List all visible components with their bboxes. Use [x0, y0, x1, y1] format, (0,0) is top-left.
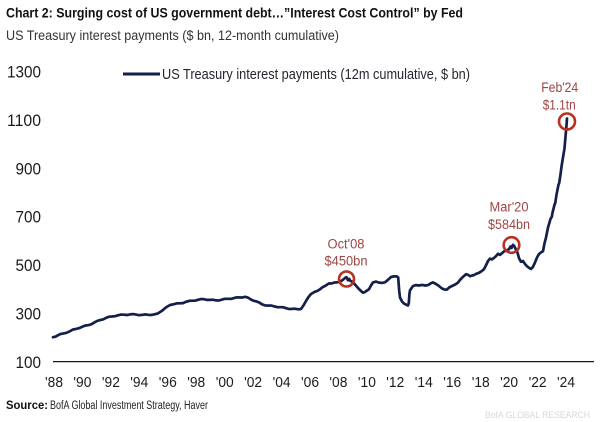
svg-text:BofA Global Investment Strateg: BofA Global Investment Strategy, Haver: [50, 400, 208, 412]
svg-text:'12: '12: [386, 375, 404, 391]
svg-text:700: 700: [16, 209, 42, 227]
svg-text:Oct'08: Oct'08: [328, 237, 365, 252]
svg-text:'02: '02: [244, 375, 262, 391]
svg-text:'20: '20: [500, 375, 518, 391]
svg-text:'06: '06: [301, 375, 319, 391]
svg-text:'98: '98: [187, 375, 205, 391]
svg-text:BofA GLOBAL RESEARCH: BofA GLOBAL RESEARCH: [485, 410, 590, 421]
svg-text:US Treasury interest payments: US Treasury interest payments ($ bn, 12-…: [6, 28, 339, 43]
svg-text:Feb'24: Feb'24: [541, 80, 578, 95]
svg-text:'04: '04: [273, 375, 291, 391]
svg-text:Source:: Source:: [6, 400, 48, 412]
svg-text:'92: '92: [102, 375, 120, 391]
svg-text:'96: '96: [159, 375, 177, 391]
svg-text:900: 900: [16, 160, 42, 178]
svg-text:'14: '14: [415, 375, 433, 391]
svg-text:$450bn: $450bn: [325, 254, 368, 269]
svg-text:'88: '88: [45, 375, 63, 391]
svg-text:Mar'20: Mar'20: [490, 200, 529, 215]
svg-text:$584bn: $584bn: [488, 217, 530, 232]
svg-text:'90: '90: [73, 375, 91, 391]
svg-text:'22: '22: [529, 375, 547, 391]
svg-text:US Treasury interest payments: US Treasury interest payments (12m cumul…: [162, 67, 470, 83]
svg-text:'18: '18: [472, 375, 490, 391]
svg-text:500: 500: [16, 257, 42, 275]
svg-text:Chart 2: Surging cost of US go: Chart 2: Surging cost of US government d…: [6, 6, 463, 21]
svg-text:1100: 1100: [7, 112, 41, 130]
svg-text:$1.1tn: $1.1tn: [543, 98, 576, 113]
svg-text:100: 100: [16, 354, 42, 372]
svg-text:'10: '10: [358, 375, 376, 391]
svg-text:'24: '24: [557, 375, 575, 391]
svg-text:'94: '94: [130, 375, 148, 391]
svg-text:'00: '00: [216, 375, 234, 391]
svg-text:'16: '16: [443, 375, 461, 391]
svg-text:'08: '08: [329, 375, 347, 391]
svg-text:1300: 1300: [7, 64, 41, 82]
svg-text:300: 300: [16, 306, 42, 324]
